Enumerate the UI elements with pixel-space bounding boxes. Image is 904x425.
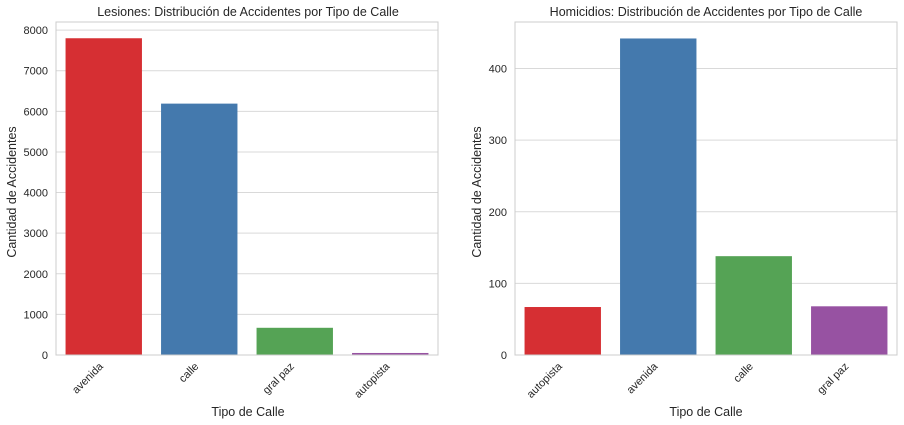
x-tick-label: calle [177,361,201,385]
y-tick-label: 1000 [24,309,48,321]
y-tick-label: 400 [489,64,507,76]
x-axis-label: Tipo de Calle [669,405,742,419]
y-tick-label: 5000 [24,147,48,159]
y-tick-label: 300 [489,135,507,147]
homicidios-chart: Homicidios: Distribución de Accidentes p… [470,5,898,419]
y-tick-label: 0 [501,350,507,362]
y-tick-label: 8000 [24,25,48,37]
x-tick-label: calle [731,361,755,385]
bar-avenida [65,38,142,356]
y-tick-label: 200 [489,207,507,219]
x-axis-label: Tipo de Calle [211,405,284,419]
chart-title: Lesiones: Distribución de Accidentes por… [97,5,399,19]
x-tick-label: gral paz [815,361,851,397]
y-tick-label: 3000 [24,228,48,240]
bar-autopista [352,352,429,355]
bar-calle [715,256,792,355]
plot-frame [514,21,898,356]
y-axis-label: Cantidad de Accidentes [470,126,484,257]
bar-gral-paz [256,327,333,355]
y-tick-label: 2000 [24,269,48,281]
y-axis-label: Cantidad de Accidentes [5,126,19,257]
x-tick-label: gral paz [261,361,297,397]
chart-title: Homicidios: Distribución de Accidentes p… [550,5,863,19]
x-tick-label: autopista [352,360,393,401]
x-tick-label: autopista [525,360,566,401]
y-tick-label: 6000 [24,106,48,118]
y-tick-label: 100 [489,278,507,290]
x-tick-label: avenida [625,360,661,396]
bar-calle [161,103,238,355]
lesiones-chart: Lesiones: Distribución de Accidentes por… [5,5,439,419]
bar-autopista [524,307,601,355]
bar-gral-paz [811,306,888,355]
y-tick-label: 7000 [24,66,48,78]
x-tick-label: avenida [70,360,106,396]
plot-frame [55,21,439,356]
y-tick-label: 4000 [24,188,48,200]
y-tick-label: 0 [42,350,48,362]
bar-avenida [620,38,697,355]
